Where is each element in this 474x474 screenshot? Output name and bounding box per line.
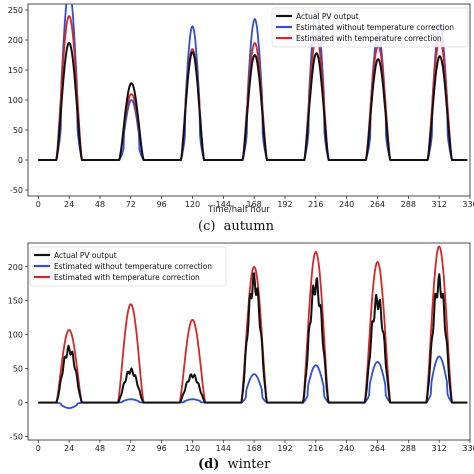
x-tick-label-0-9: 216 xyxy=(308,200,323,209)
x-tick-label-0-11: 264 xyxy=(370,200,385,209)
series-line-1-2 xyxy=(38,245,468,404)
x-tick-label-1-3: 72 xyxy=(126,444,136,453)
x-tick-label-0-12: 288 xyxy=(401,200,416,209)
legend-box-1 xyxy=(29,246,227,287)
x-tick-label-0-0: 0 xyxy=(36,200,41,209)
legend-label-0-1: Estimated without temperature correction xyxy=(296,23,454,32)
x-tick-label-1-2: 48 xyxy=(95,444,105,453)
caption-d-letter: (d) xyxy=(198,457,219,472)
plot-lines-0 xyxy=(38,4,468,161)
y-tick-label-1-0: -50 xyxy=(10,433,23,442)
plot-frame-1 xyxy=(27,242,471,441)
x-tick-label-0-4: 96 xyxy=(157,200,167,209)
y-tick-label-0-3: 100 xyxy=(8,96,23,105)
x-tick-label-1-6: 144 xyxy=(216,444,231,453)
legend-label-0-2: Estimated with temperature correction xyxy=(296,34,442,43)
caption-d-word: winter xyxy=(228,457,272,472)
x-tick-label-1-11: 264 xyxy=(370,444,385,453)
x-tick-label-1-5: 120 xyxy=(185,444,200,453)
x-tick-label-1-9: 216 xyxy=(308,444,323,453)
x-tick-label-1-12: 288 xyxy=(401,444,416,453)
caption-d: (d) winter xyxy=(198,457,271,472)
x-tick-label-1-10: 240 xyxy=(339,444,354,453)
x-tick-label-0-8: 192 xyxy=(277,200,292,209)
caption-c-word: autumn xyxy=(224,219,275,234)
legend-label-0-0: Actual PV output xyxy=(296,12,359,21)
series-line-0-1 xyxy=(38,4,468,161)
x-tick-label-1-13: 312 xyxy=(432,444,447,453)
y-tick-label-0-5: 200 xyxy=(8,36,23,45)
x-tick-label-0-13: 312 xyxy=(432,200,447,209)
x-tick-label-1-7: 168 xyxy=(246,444,261,453)
legend-label-1-1: Estimated without temperature correction xyxy=(54,262,212,271)
caption-c-letter: (c) xyxy=(198,219,215,234)
y-tick-label-1-1: 0 xyxy=(18,399,23,408)
series-line-1-0 xyxy=(38,272,468,404)
x-tick-label-1-1: 24 xyxy=(64,444,74,453)
y-tick-label-0-0: -50 xyxy=(10,186,23,195)
y-tick-label-0-6: 250 xyxy=(8,6,23,15)
series-line-1-1 xyxy=(38,355,468,409)
x-axis-label-0: Time/half hour xyxy=(207,205,270,215)
y-tick-label-1-4: 150 xyxy=(8,297,23,306)
legend-label-1-2: Estimated with temperature correction xyxy=(54,273,200,282)
y-tick-label-1-3: 100 xyxy=(8,331,23,340)
x-tick-label-0-14: 336 xyxy=(462,200,474,209)
x-tick-label-1-4: 96 xyxy=(157,444,167,453)
x-tick-label-0-2: 48 xyxy=(95,200,105,209)
x-tick-label-0-3: 72 xyxy=(126,200,136,209)
caption-c: (c) autumn xyxy=(198,219,275,234)
x-tick-label-0-5: 120 xyxy=(185,200,200,209)
x-tick-label-0-7: 168 xyxy=(246,200,261,209)
legend-label-1-0: Actual PV output xyxy=(54,251,117,260)
y-tick-label-1-2: 50 xyxy=(13,365,23,374)
x-tick-label-1-8: 192 xyxy=(277,444,292,453)
y-tick-label-0-2: 50 xyxy=(13,126,23,135)
x-tick-label-1-14: 336 xyxy=(462,444,474,453)
x-tick-label-1-0: 0 xyxy=(36,444,41,453)
y-tick-label-0-1: 0 xyxy=(18,156,23,165)
legend-box-0 xyxy=(271,7,469,48)
y-tick-label-0-4: 150 xyxy=(8,66,23,75)
x-tick-label-0-6: 144 xyxy=(216,200,231,209)
series-line-0-0 xyxy=(38,42,468,161)
plot-lines-1 xyxy=(38,245,468,409)
x-tick-label-0-1: 24 xyxy=(64,200,74,209)
y-tick-label-1-5: 200 xyxy=(8,263,23,272)
x-tick-label-0-10: 240 xyxy=(339,200,354,209)
